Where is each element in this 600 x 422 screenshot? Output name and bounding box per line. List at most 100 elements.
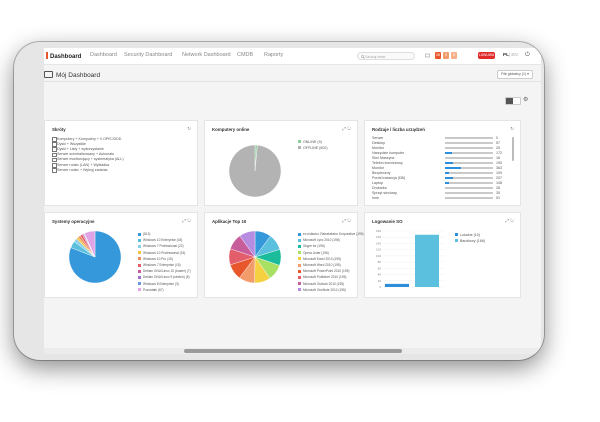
device-type-label: Sieć Maszyna — [372, 156, 395, 160]
login-bar[interactable] — [415, 234, 439, 287]
screen: Dashboard Dashboard Security Dashboard N… — [44, 48, 541, 354]
device-type-label: Monitor — [372, 166, 384, 170]
device-type-bar — [445, 197, 493, 200]
page-title: Mój Dashboard — [44, 71, 100, 79]
app-legend-item[interactable]: ev-nsfactor. Raiselaketor Korporative (1… — [303, 232, 364, 236]
monitor-icon — [44, 71, 53, 78]
online-slice[interactable] — [228, 144, 282, 198]
badge-warnings[interactable]: 3 — [443, 52, 449, 59]
gear-icon[interactable]: ⚙ — [523, 97, 529, 103]
shortcut-item[interactable]: Dyski + Listy + wykorzystanie — [57, 146, 104, 151]
os-pie-chart — [68, 230, 122, 284]
card-title: Aplikacje Top 10 — [212, 219, 247, 224]
os-legend-item[interactable]: Debian GNU/Linux 9 (stretch) (5) — [143, 275, 190, 280]
device-type-label: Drukarka — [372, 186, 387, 190]
device-type-count: 51 — [496, 196, 500, 200]
app-slice[interactable] — [239, 230, 256, 258]
os-legend-item[interactable]: Windows 8 Enterprise (3) — [143, 281, 179, 286]
shortcut-item[interactable]: Serwer rodzic (LAN) + Wykładka — [57, 162, 109, 167]
lang-active[interactable]: PL — [503, 52, 509, 57]
y-tick-label: 100 — [376, 254, 381, 258]
device-type-label: Monitor — [372, 146, 384, 150]
nav-cmdb[interactable]: CMDB — [237, 52, 254, 58]
shortcut-icon — [52, 168, 57, 173]
shortcut-icon — [52, 137, 57, 142]
device-type-bar-fill — [445, 152, 452, 155]
app-legend-item[interactable]: Microsoft Lync 2010 (198) — [303, 238, 340, 243]
expand-refresh-icons[interactable]: ⤢ ↻ — [505, 218, 514, 223]
device-type-count: 363 — [496, 166, 502, 170]
os-legend-item[interactable]: Windows 7 Enterprise (15) — [143, 263, 181, 267]
nav-raporty[interactable]: Raporty — [264, 52, 284, 58]
device-type-bar — [445, 152, 493, 155]
login-bar[interactable] — [385, 283, 409, 287]
login-bar-chart: 180 160 140 120 100 80 60 40 20 0 — [376, 229, 445, 289]
expand-refresh-icons[interactable]: ⤢ ↻ — [182, 218, 191, 223]
y-tick-label: 80 — [378, 260, 382, 264]
app-legend-item[interactable]: Skype for (196) — [303, 244, 325, 249]
shortcut-icon — [52, 163, 57, 168]
y-tick-label: 120 — [376, 248, 381, 252]
shortcut-item[interactable]: Komputery + Komputery + 0 OPIS IDDD — [57, 136, 122, 141]
os-legend-item[interactable]: Debian GNU/Linux 10 (buster) (7) — [143, 269, 191, 274]
power-icon[interactable]: ⏻ — [525, 52, 530, 58]
os-legend-item[interactable]: Windows 7 Professional (22) — [143, 244, 184, 249]
language-switch[interactable]: PL| EN — [503, 52, 518, 57]
refresh-icon[interactable]: ↻ — [510, 126, 514, 131]
shortcut-item[interactable]: Serwer monitorujący + systematyka (ALL) — [57, 157, 124, 162]
app-legend-item[interactable]: Microsoft Word 2010 (195) — [303, 263, 341, 267]
device-type-bar — [445, 192, 493, 195]
device-type-count: 207 — [496, 176, 502, 180]
app-legend-swatch — [298, 263, 301, 267]
badge-alerts[interactable]: 26 — [435, 52, 441, 59]
badge-info[interactable]: 0 — [451, 52, 457, 59]
layout-toggle[interactable] — [505, 97, 521, 105]
device-type-bar — [445, 167, 493, 170]
app-legend-swatch — [298, 269, 301, 273]
shortcut-item[interactable]: Serwer rodzic + Wykryj zadania — [57, 167, 108, 172]
os-legend-item[interactable]: Windows 10 Enterprise (43) — [143, 238, 183, 243]
expand-refresh-icons[interactable]: ⤢ ↻ — [342, 126, 351, 131]
lang-other[interactable]: | EN — [508, 52, 518, 57]
scrollbar[interactable] — [512, 137, 514, 161]
shortcut-item[interactable]: Dyski + Wszystkie — [57, 141, 87, 146]
online-pie-chart — [228, 144, 282, 198]
horizontal-scrollbar[interactable] — [44, 348, 541, 354]
search-input[interactable]: Szukaj tekst — [357, 52, 415, 60]
refresh-icon[interactable]: ↻ — [187, 126, 191, 131]
card-komputery-online: Komputery online ⤢ ↻ ONLINE (9) OFFLINE … — [204, 120, 358, 206]
nav-dashboard[interactable]: Dashboard — [90, 52, 117, 58]
device-type-count: 35 — [496, 191, 500, 195]
device-type-bar — [445, 162, 493, 165]
app-legend-item[interactable]: Microsoft Excel 2010 (195) — [303, 256, 341, 261]
expand-refresh-icons[interactable]: ⤢ ↻ — [342, 218, 351, 223]
os-legend-swatch — [138, 244, 141, 248]
device-type-bar — [445, 182, 493, 185]
app-legend-item[interactable]: Microsoft OneNote 2010 (195) — [303, 287, 346, 292]
os-legend-swatch — [138, 257, 141, 261]
shortcut-item[interactable]: Serwer scentralizowany + Automatu — [57, 152, 115, 157]
os-slice[interactable] — [84, 230, 96, 258]
os-legend-item[interactable]: Windows 10 Professional (15) — [143, 250, 186, 255]
app-legend-swatch — [298, 288, 301, 292]
app-legend-item[interactable]: Microsoft Outlook 2010 (195) — [303, 281, 345, 286]
user-button[interactable]: LUWUWA — [478, 52, 495, 59]
device-type-count: 57 — [496, 141, 500, 145]
shortcut-icon — [52, 147, 57, 152]
device-type-label: Telefon komórkowy — [372, 161, 403, 165]
os-legend-item[interactable]: Windows 10 Pro (15) — [143, 256, 173, 261]
search-icon — [361, 54, 365, 59]
nav-network-dashboard[interactable]: Network Dashboard — [182, 52, 231, 58]
notification-icon[interactable] — [425, 53, 430, 58]
os-legend-item[interactable]: (813) — [143, 232, 151, 236]
app-legend-item[interactable]: Opera Lister (196) — [303, 250, 329, 255]
scrollbar-thumb[interactable] — [184, 349, 402, 353]
nav-security-dashboard[interactable]: Security Dashboard — [124, 52, 173, 58]
brand-logo[interactable]: Dashboard — [46, 52, 81, 60]
y-tick-label: 60 — [378, 266, 382, 270]
os-legend-item[interactable]: Pozostałe (67) — [143, 287, 164, 292]
global-filter-dropdown[interactable]: Filtr globalny (1) ▾ — [497, 70, 533, 79]
app-legend-item[interactable]: Microsoft Publisher 2010 (195) — [303, 275, 347, 280]
app-legend-item[interactable]: Microsoft PowerPoint 2010 (195) — [303, 269, 350, 274]
apps-pie-chart — [228, 230, 282, 284]
